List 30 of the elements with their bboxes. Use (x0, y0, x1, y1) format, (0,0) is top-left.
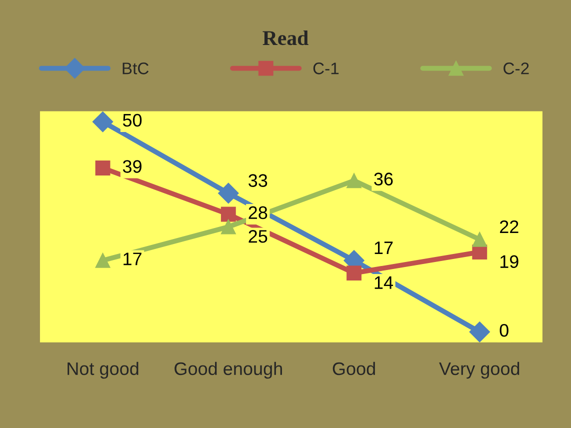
point (346, 266, 362, 281)
point (95, 160, 110, 176)
point (220, 206, 236, 222)
data-label: 33 (248, 174, 268, 187)
data-label: 28 (248, 206, 268, 220)
data-label: 17 (374, 242, 393, 254)
data-label: 0 (500, 324, 508, 337)
data-label: 39 (122, 160, 142, 173)
legend-label: C-2 (504, 62, 529, 74)
x-tick-label: Very good (439, 362, 520, 379)
chart-title: Read (262, 30, 308, 46)
point (346, 173, 362, 188)
data-label: 19 (500, 255, 518, 268)
data-label: 17 (124, 252, 142, 266)
data-label: 22 (500, 220, 518, 234)
data-label: 36 (374, 172, 393, 186)
legend-label: BtC (122, 62, 149, 74)
point (92, 111, 114, 132)
point (218, 182, 239, 204)
x-tick-label: Good enough (174, 362, 282, 379)
x-tick-label: Not good (68, 362, 138, 379)
point (472, 232, 488, 247)
data-label: 25 (248, 230, 268, 243)
data-label: 14 (374, 276, 394, 289)
x-tick-label: Good (332, 362, 375, 376)
data-label: 50 (122, 114, 142, 127)
point (469, 322, 490, 342)
legend-label: C-1 (313, 62, 339, 74)
point (95, 252, 110, 268)
point (220, 219, 236, 234)
